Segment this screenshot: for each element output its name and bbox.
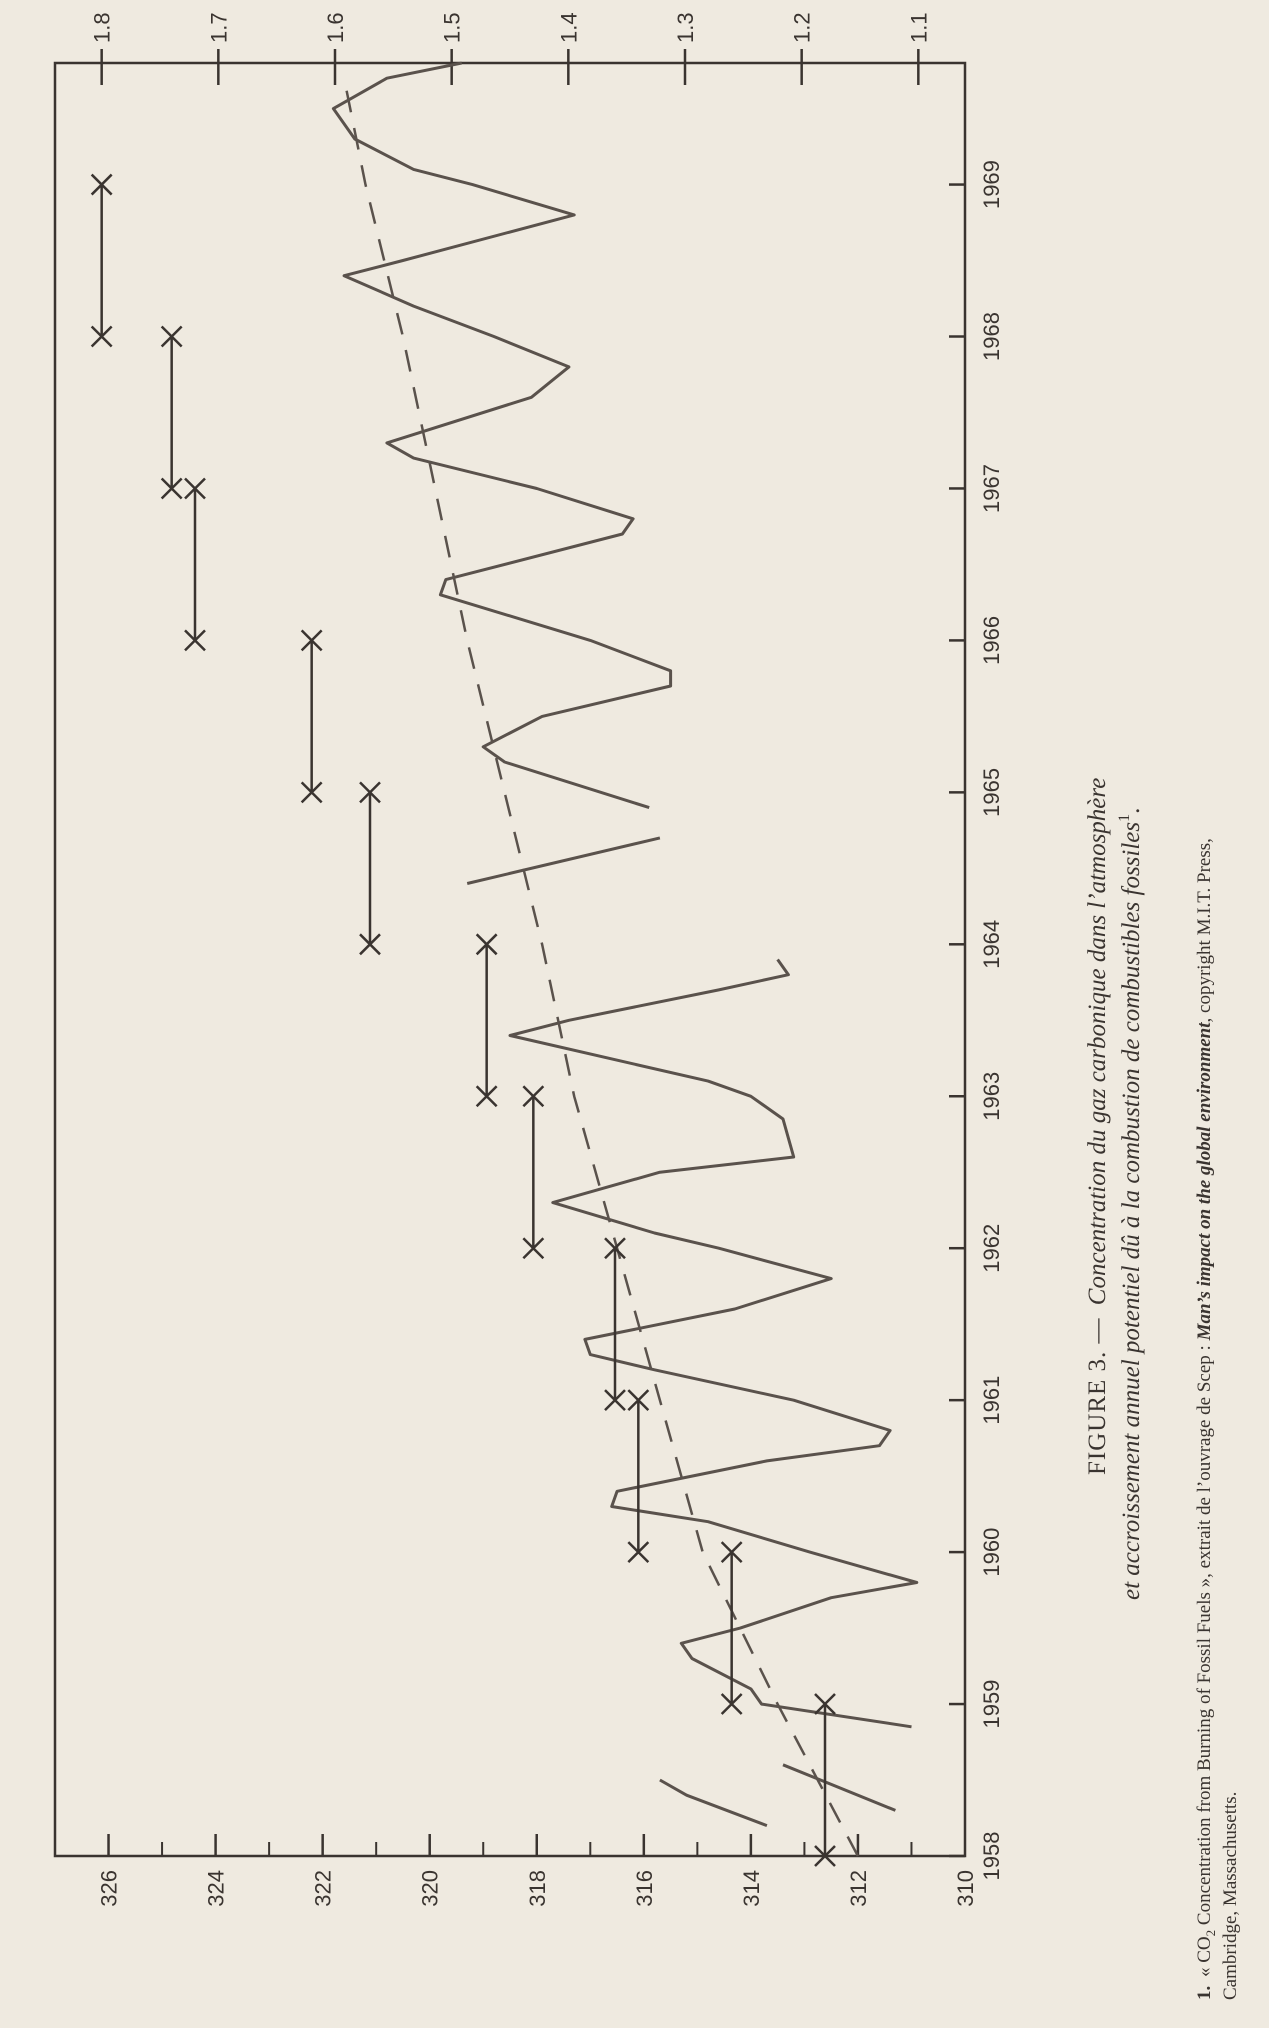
bar-end-cross bbox=[604, 1389, 626, 1412]
increment-bar bbox=[160, 325, 183, 500]
caption-superscript: 1 bbox=[1116, 814, 1133, 822]
x-axis-ticks: 1958 1959 1960 1961 1962 1963 1964 1965 1966 1967… bbox=[949, 160, 1004, 1880]
left-tick-label: 322 bbox=[311, 1870, 336, 1907]
x-tick-label: 1965 bbox=[979, 768, 1004, 817]
caption-period: . bbox=[1118, 808, 1145, 814]
x-tick-label: 1964 bbox=[979, 920, 1004, 969]
bar-end-cross bbox=[522, 1237, 545, 1260]
increment-bar bbox=[814, 1693, 836, 1867]
bar-end-cross bbox=[184, 477, 206, 500]
bar-end-cross bbox=[90, 173, 113, 196]
svg-text:et accroissement annuel potent: et accroissement annuel potentiel dû à l… bbox=[1116, 808, 1145, 1600]
footnote: 1. « CO2 Concentration from Burning of F… bbox=[1194, 838, 1241, 2000]
bar-end-cross bbox=[627, 1389, 650, 1412]
trend-line bbox=[342, 77, 860, 1857]
bar-end-cross bbox=[300, 781, 323, 804]
svg-text:1. « CO2 Concentration f: 1. « CO2 Concentration from Burning of F… bbox=[1194, 838, 1218, 2000]
footnote-marker: 1. bbox=[1194, 1986, 1215, 2000]
x-tick-label: 1968 bbox=[979, 312, 1004, 361]
bar-end-cross bbox=[160, 325, 183, 348]
left-tick-label: 314 bbox=[739, 1870, 764, 1907]
bar-end-cross bbox=[475, 933, 498, 956]
co2-series bbox=[331, 61, 919, 1828]
bar-end-cross bbox=[359, 933, 381, 956]
right-tick-label: 1.3 bbox=[673, 12, 698, 43]
trend-dashed-line bbox=[342, 77, 860, 1857]
left-tick-label: 316 bbox=[632, 1870, 657, 1907]
increment-bar bbox=[720, 1541, 743, 1715]
bar-end-cross bbox=[359, 781, 381, 804]
right-tick-label: 1.2 bbox=[790, 12, 815, 43]
footnote-text-b: Concentration from Burning of Fossil Fue… bbox=[1194, 1340, 1215, 1929]
increment-bar bbox=[522, 1085, 545, 1260]
co2-line-segment bbox=[782, 1763, 896, 1812]
bar-end-cross bbox=[814, 1693, 836, 1715]
co2-chart: 1958 1959 1960 1961 1962 1963 1964 1965 1966 1967… bbox=[53, 12, 1004, 1907]
caption-line-1: Concentration du gaz carbonique dans l’a… bbox=[1084, 778, 1111, 1306]
increment-bar bbox=[627, 1389, 650, 1563]
bar-end-cross bbox=[720, 1541, 743, 1563]
plot-frame bbox=[53, 61, 967, 1858]
caption-line-2: et accroissement annuel potentiel dû à l… bbox=[1118, 822, 1145, 1600]
bar-end-cross bbox=[475, 1085, 498, 1108]
right-tick-label: 1.8 bbox=[90, 12, 115, 43]
right-axis-ticks: 1.1 1.2 1.3 1.4 1.5 1.6 1.7 1.8 bbox=[90, 12, 931, 85]
right-tick-label: 1.7 bbox=[206, 12, 231, 43]
x-tick-label: 1963 bbox=[979, 1072, 1004, 1121]
bar-end-cross bbox=[720, 1693, 743, 1715]
bar-end-cross bbox=[814, 1845, 836, 1867]
increment-bar bbox=[184, 477, 206, 652]
bar-end-cross bbox=[604, 1237, 626, 1260]
left-tick-label: 324 bbox=[204, 1870, 229, 1907]
footnote-text-c: , copyright M.I.T. Press, bbox=[1194, 838, 1215, 1022]
svg-text:FIGURE 3. — Concentratio: FIGURE 3. — Concentration du gaz carboni… bbox=[1084, 778, 1111, 1475]
bar-end-cross bbox=[522, 1085, 545, 1108]
bar-end-cross bbox=[184, 629, 206, 652]
left-tick-label: 320 bbox=[418, 1870, 443, 1907]
increment-bar bbox=[359, 781, 381, 956]
x-tick-label: 1961 bbox=[979, 1376, 1004, 1425]
right-tick-label: 1.6 bbox=[323, 12, 348, 43]
footnote-book-title: Man’s impact on the global environment bbox=[1194, 1022, 1215, 1342]
bar-end-cross bbox=[160, 477, 183, 500]
footnote-text-a: « CO bbox=[1194, 1936, 1215, 1977]
caption-figure-label: FIGURE 3. — bbox=[1084, 1317, 1111, 1475]
co2-line-segment bbox=[331, 61, 673, 810]
right-tick-label: 1.1 bbox=[906, 12, 931, 43]
left-tick-label: 318 bbox=[525, 1870, 550, 1907]
co2-line-segment bbox=[508, 958, 919, 1729]
figure-caption: FIGURE 3. — Concentration du gaz carboni… bbox=[1084, 778, 1145, 1600]
increment-bar bbox=[475, 933, 498, 1108]
bar-end-cross bbox=[90, 325, 113, 348]
footnote-line-2: Cambridge, Massachusetts. bbox=[1220, 1792, 1241, 2000]
increment-bar bbox=[300, 629, 323, 804]
increment-bar bbox=[604, 1237, 626, 1412]
increment-bars bbox=[90, 173, 836, 1867]
x-tick-label: 1960 bbox=[979, 1528, 1004, 1577]
x-tick-label: 1966 bbox=[979, 616, 1004, 665]
x-tick-label: 1958 bbox=[979, 1832, 1004, 1881]
left-tick-label: 312 bbox=[846, 1870, 871, 1907]
left-axis-ticks: 310 312 314 316 318 320 322 324 326 bbox=[97, 1834, 978, 1907]
x-tick-label: 1959 bbox=[979, 1680, 1004, 1729]
footnote-subscript: 2 bbox=[1203, 1930, 1218, 1937]
left-tick-label: 310 bbox=[953, 1870, 978, 1907]
x-tick-label: 1969 bbox=[979, 160, 1004, 209]
bar-end-cross bbox=[627, 1541, 650, 1563]
x-tick-label: 1967 bbox=[979, 464, 1004, 513]
co2-line-segment bbox=[466, 836, 661, 885]
x-tick-label: 1962 bbox=[979, 1224, 1004, 1273]
co2-line-segment bbox=[659, 1778, 768, 1828]
increment-bar bbox=[90, 173, 113, 348]
right-tick-label: 1.5 bbox=[440, 12, 465, 43]
right-tick-label: 1.4 bbox=[556, 12, 581, 43]
bar-end-cross bbox=[300, 629, 323, 652]
left-tick-label: 326 bbox=[97, 1870, 122, 1907]
